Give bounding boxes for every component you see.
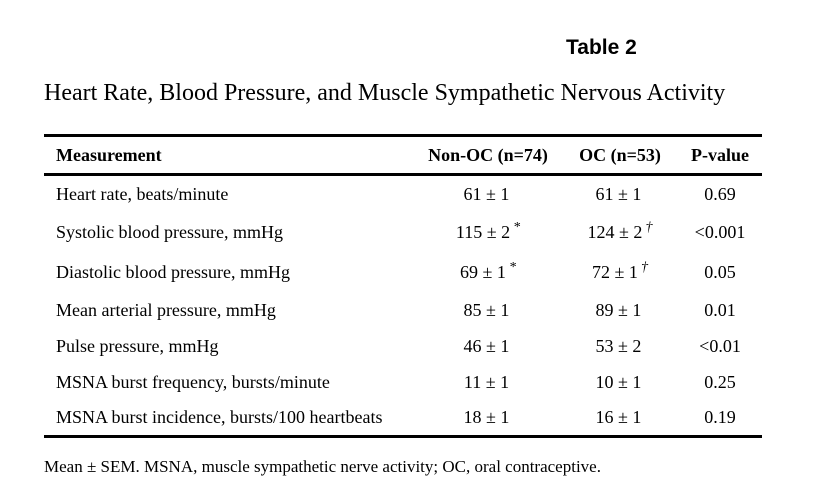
- measurement-cell: Mean arterial pressure, mmHg: [56, 300, 276, 320]
- oc-value: 16 ± 1: [595, 407, 642, 428]
- data-table: Measurement Non-OC (n=74) OC (n=53) P-va…: [44, 134, 762, 438]
- non-oc-cell: 46 ± 1: [414, 329, 562, 365]
- measurement-cell: MSNA burst incidence, bursts/100 heartbe…: [56, 407, 383, 428]
- pvalue-cell: 0.69: [704, 183, 736, 204]
- column-header-pvalue: P-value: [691, 144, 749, 165]
- pvalue-cell: 0.19: [704, 407, 736, 428]
- non-oc-footnote-mark: *: [508, 260, 516, 275]
- pvalue-cell: 0.05: [704, 262, 736, 282]
- table-row: Heart rate, beats/minute 61 ± 1 61 ± 1 0…: [44, 175, 762, 213]
- non-oc-cell: 11 ± 1: [414, 365, 562, 401]
- table-row: Pulse pressure, mmHg 46 ± 1 53 ± 2 <0.01: [44, 329, 762, 365]
- non-oc-cell: 69 ± 1 *: [414, 253, 562, 293]
- table-title: Heart Rate, Blood Pressure, and Muscle S…: [44, 80, 726, 106]
- oc-value: 89 ± 1: [595, 300, 642, 320]
- pvalue-cell: 0.01: [704, 300, 736, 320]
- measurement-cell: Pulse pressure, mmHg: [56, 336, 219, 356]
- table-row: Mean arterial pressure, mmHg 85 ± 1 89 ±…: [44, 293, 762, 329]
- oc-footnote-mark: †: [645, 220, 653, 235]
- pvalue-cell: <0.001: [694, 222, 746, 242]
- measurement-cell: Systolic blood pressure, mmHg: [56, 222, 283, 242]
- measurement-cell: Heart rate, beats/minute: [56, 183, 229, 204]
- non-oc-cell: 61 ± 1: [414, 175, 562, 213]
- oc-cell: 72 ± 1 †: [562, 253, 678, 293]
- non-oc-value: 18 ± 1: [463, 407, 510, 428]
- oc-cell: 53 ± 2: [562, 329, 678, 365]
- measurement-cell: Diastolic blood pressure, mmHg: [56, 262, 290, 282]
- column-header-non-oc: Non-OC (n=74): [428, 144, 548, 165]
- non-oc-value: 61 ± 1: [463, 183, 510, 204]
- non-oc-value: 46 ± 1: [463, 336, 510, 356]
- oc-value: 10 ± 1: [595, 372, 642, 392]
- oc-value: 72 ± 1: [592, 262, 638, 282]
- non-oc-value: 69 ± 1: [460, 262, 506, 282]
- oc-value: 124 ± 2: [587, 222, 643, 242]
- non-oc-cell: 18 ± 1: [414, 401, 562, 437]
- oc-value: 61 ± 1: [595, 183, 642, 204]
- column-header-measurement: Measurement: [56, 144, 162, 165]
- column-header-oc: OC (n=53): [579, 144, 661, 165]
- table-footnote: Mean ± SEM. MSNA, muscle sympathetic ner…: [44, 457, 601, 476]
- non-oc-value: 11 ± 1: [463, 372, 510, 392]
- oc-cell: 89 ± 1: [562, 293, 678, 329]
- oc-cell: 10 ± 1: [562, 365, 678, 401]
- table-header-row: Measurement Non-OC (n=74) OC (n=53) P-va…: [44, 135, 762, 175]
- non-oc-cell: 115 ± 2 *: [414, 213, 562, 253]
- pvalue-cell: 0.25: [704, 372, 736, 392]
- non-oc-value: 85 ± 1: [463, 300, 510, 320]
- table-row: Diastolic blood pressure, mmHg 69 ± 1 * 7…: [44, 253, 762, 293]
- oc-cell: 16 ± 1: [562, 401, 678, 437]
- non-oc-cell: 85 ± 1: [414, 293, 562, 329]
- oc-cell: 124 ± 2 †: [562, 213, 678, 253]
- data-table-container: Measurement Non-OC (n=74) OC (n=53) P-va…: [44, 134, 762, 438]
- oc-value: 53 ± 2: [595, 336, 642, 356]
- pvalue-cell: <0.01: [699, 336, 741, 356]
- table-row: Systolic blood pressure, mmHg 115 ± 2 * 1…: [44, 213, 762, 253]
- table-row: MSNA burst frequency, bursts/minute 11 ±…: [44, 365, 762, 401]
- oc-footnote-mark: †: [640, 260, 648, 275]
- table-row: MSNA burst incidence, bursts/100 heartbe…: [44, 401, 762, 437]
- non-oc-footnote-mark: *: [513, 220, 521, 235]
- measurement-cell: MSNA burst frequency, bursts/minute: [56, 372, 330, 392]
- non-oc-value: 115 ± 2: [455, 222, 511, 242]
- table-label: Table 2: [566, 36, 637, 59]
- oc-cell: 61 ± 1: [562, 175, 678, 213]
